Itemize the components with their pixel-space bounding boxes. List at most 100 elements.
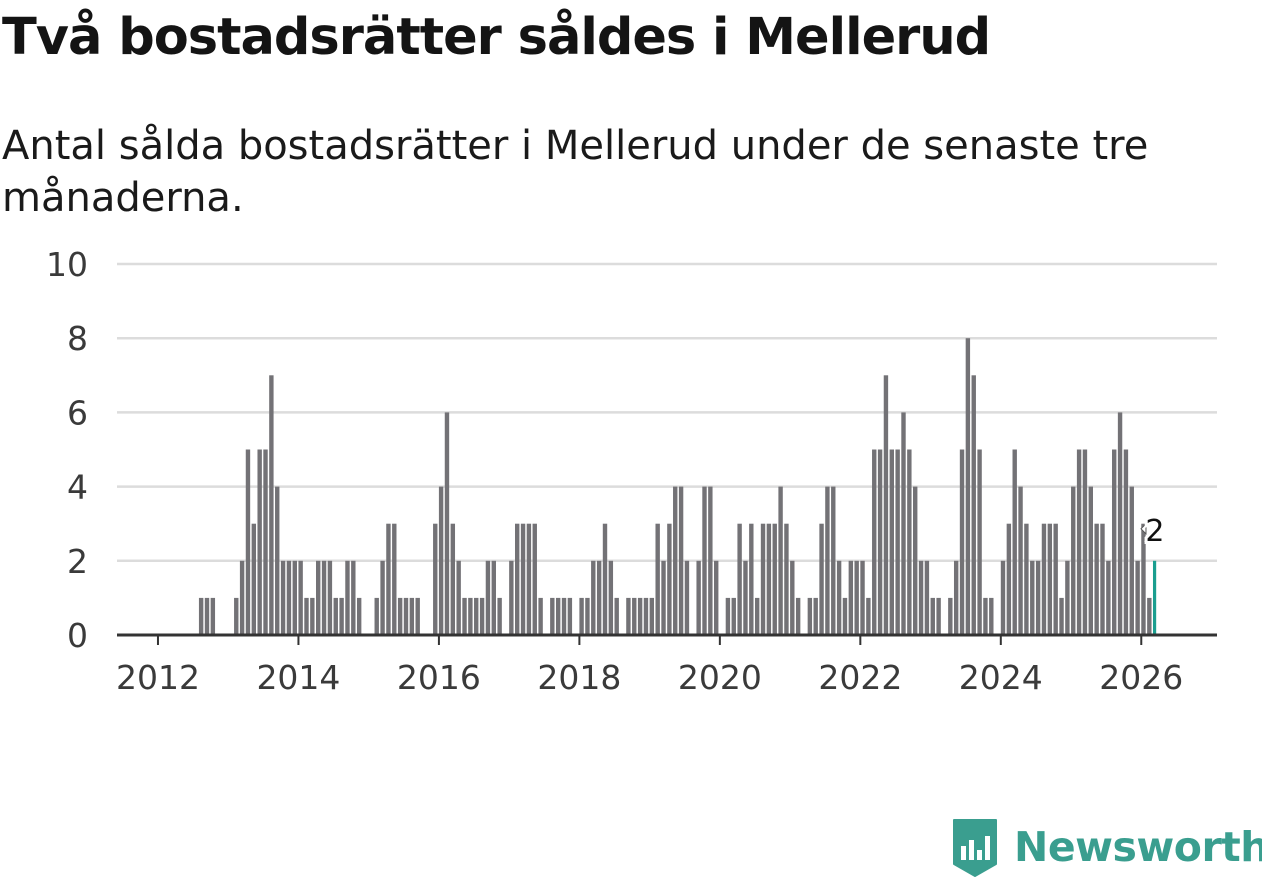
bar <box>1112 449 1117 635</box>
bar <box>983 597 988 635</box>
bar <box>1071 486 1076 635</box>
bar <box>257 449 262 635</box>
bar <box>754 597 760 635</box>
bar <box>438 486 444 635</box>
bar <box>1053 523 1058 635</box>
bar <box>316 560 321 635</box>
bar <box>198 597 204 635</box>
bar <box>813 597 818 635</box>
bar <box>831 486 836 635</box>
bar <box>743 560 748 635</box>
bar <box>356 597 362 635</box>
bar <box>696 560 701 635</box>
bar <box>661 560 666 635</box>
bar <box>1100 523 1105 635</box>
bar <box>819 523 824 635</box>
bar <box>836 560 842 635</box>
bar <box>275 486 280 635</box>
bar <box>286 560 292 635</box>
bar <box>591 560 596 635</box>
bar <box>538 597 543 635</box>
bar <box>444 412 450 635</box>
bar <box>327 560 333 635</box>
bar <box>239 560 245 635</box>
bar <box>924 560 930 635</box>
bar <box>667 523 672 635</box>
bar <box>567 597 573 635</box>
bar <box>345 560 350 635</box>
bar <box>866 597 871 635</box>
bar <box>409 597 415 635</box>
bar <box>731 597 736 635</box>
bar <box>403 597 409 635</box>
x-tick-label: 2016 <box>397 658 481 697</box>
bar <box>1135 560 1140 635</box>
bar <box>1088 486 1093 635</box>
bar <box>234 597 239 635</box>
annotation-pointer <box>1140 522 1147 536</box>
bar <box>889 449 894 635</box>
bar <box>872 449 877 635</box>
bar <box>714 560 719 635</box>
bar <box>953 560 959 635</box>
bar <box>450 523 456 635</box>
y-tick-label: 4 <box>67 468 88 507</box>
bar <box>1117 412 1123 635</box>
bar <box>673 486 678 635</box>
bar <box>415 597 420 635</box>
bar <box>1076 449 1082 635</box>
bar <box>1024 523 1029 635</box>
bar <box>907 449 912 635</box>
bar <box>1059 597 1064 635</box>
bar <box>245 449 251 635</box>
bar <box>550 597 555 635</box>
bar <box>1106 560 1111 635</box>
x-axis-ticks: 2012 2014 2016 2018 2020 2022 2024 2026 <box>116 635 1183 697</box>
bar <box>280 560 286 635</box>
bar <box>1065 560 1070 635</box>
bar <box>339 597 344 635</box>
bar <box>684 560 690 635</box>
bar <box>725 597 731 635</box>
chart-title: Två bostadsrätter såldes i Mellerud <box>2 8 991 67</box>
bar <box>930 597 935 635</box>
bar <box>497 597 502 635</box>
bar <box>456 560 461 635</box>
bar <box>333 597 338 635</box>
bar <box>1035 560 1041 635</box>
bar <box>298 560 303 635</box>
bar <box>737 523 742 635</box>
bar <box>883 375 889 635</box>
bar <box>655 523 660 635</box>
bar <box>772 523 777 635</box>
x-tick-label: 2014 <box>256 658 340 697</box>
y-tick-label: 2 <box>67 542 88 581</box>
newsworthy-logo-text: Newsworthy <box>1014 823 1262 871</box>
bar <box>766 523 772 635</box>
bar <box>1047 523 1053 635</box>
bar <box>602 523 608 635</box>
bar <box>321 560 327 635</box>
bars <box>198 338 1157 635</box>
bar <box>468 597 473 635</box>
bar <box>760 523 766 635</box>
bar <box>1012 449 1017 635</box>
bar <box>702 486 707 635</box>
bar <box>614 597 619 635</box>
bar <box>269 375 274 635</box>
x-tick-label: 2012 <box>116 658 200 697</box>
bar <box>1006 523 1012 635</box>
bar <box>1094 523 1099 635</box>
bar <box>965 338 971 635</box>
bar <box>795 597 801 635</box>
bar <box>784 523 789 635</box>
bar-highlight <box>1152 560 1157 635</box>
bar <box>1123 449 1129 635</box>
bar <box>1129 486 1134 635</box>
bar <box>1018 486 1023 635</box>
bar <box>532 523 537 635</box>
bar <box>678 486 684 635</box>
bar <box>825 486 830 635</box>
bar <box>479 597 485 635</box>
bar <box>936 597 941 635</box>
